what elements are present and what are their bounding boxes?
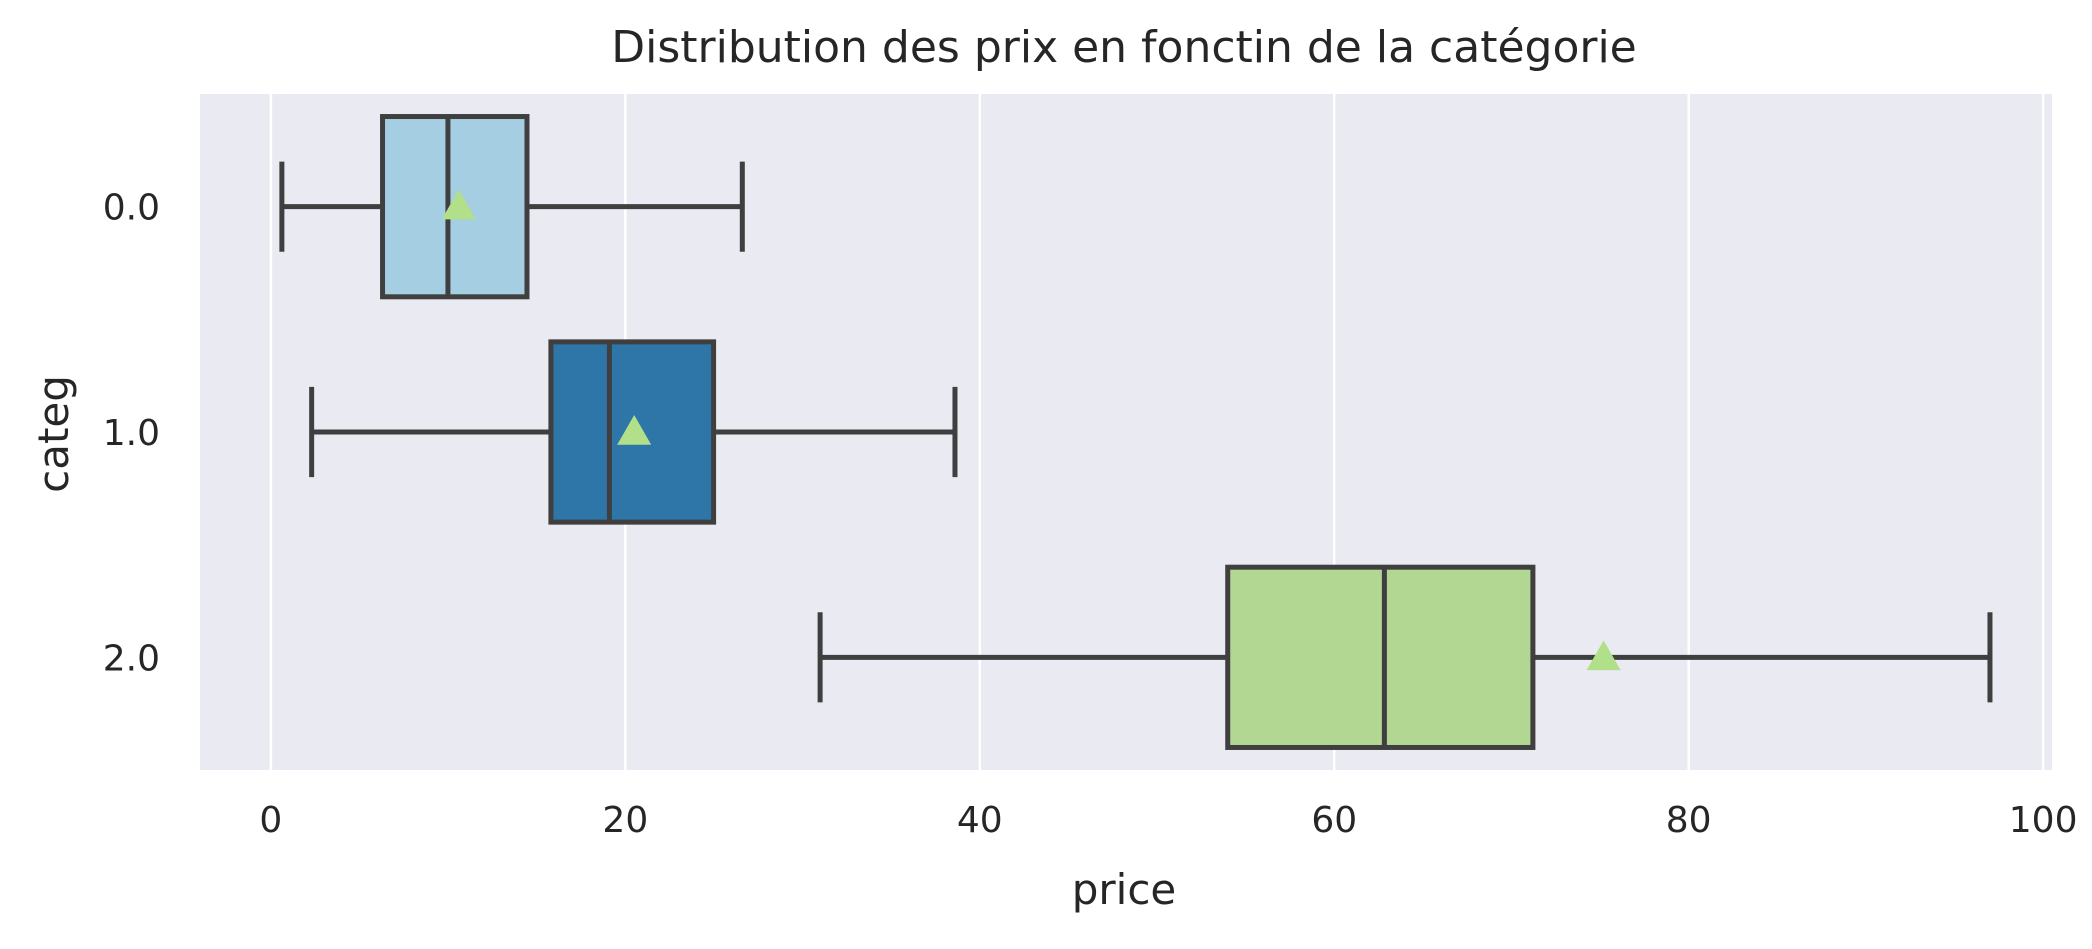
mean-marker (617, 415, 652, 445)
x-tick-label: 20 (602, 800, 648, 841)
y-tick-label: 0.0 (103, 188, 160, 229)
box-1.0 (309, 339, 958, 525)
x-tick-label: 100 (2009, 800, 2078, 841)
x-axis-label: price (1072, 865, 1177, 914)
chart-title: Distribution des prix en fonctin de la c… (611, 22, 1637, 73)
y-axis-label: categ (29, 375, 78, 493)
y-tick-label: 1.0 (103, 413, 160, 454)
iqr-box (1225, 564, 1536, 750)
x-tick-label: 60 (1311, 800, 1357, 841)
x-tick-label: 80 (1666, 800, 1712, 841)
mean-marker (1586, 640, 1621, 671)
y-tick-label: 2.0 (103, 638, 160, 679)
boxes (279, 114, 1993, 750)
x-tick-labels: 0 20 40 60 80 100 (259, 800, 2077, 841)
y-tick-labels: 0.0 1.0 2.0 (103, 188, 160, 680)
box-0.0 (279, 114, 745, 300)
x-tick-label: 0 (259, 800, 282, 841)
box-2.0 (817, 564, 1993, 750)
mean-marker (441, 189, 476, 220)
x-tick-label: 40 (957, 800, 1003, 841)
